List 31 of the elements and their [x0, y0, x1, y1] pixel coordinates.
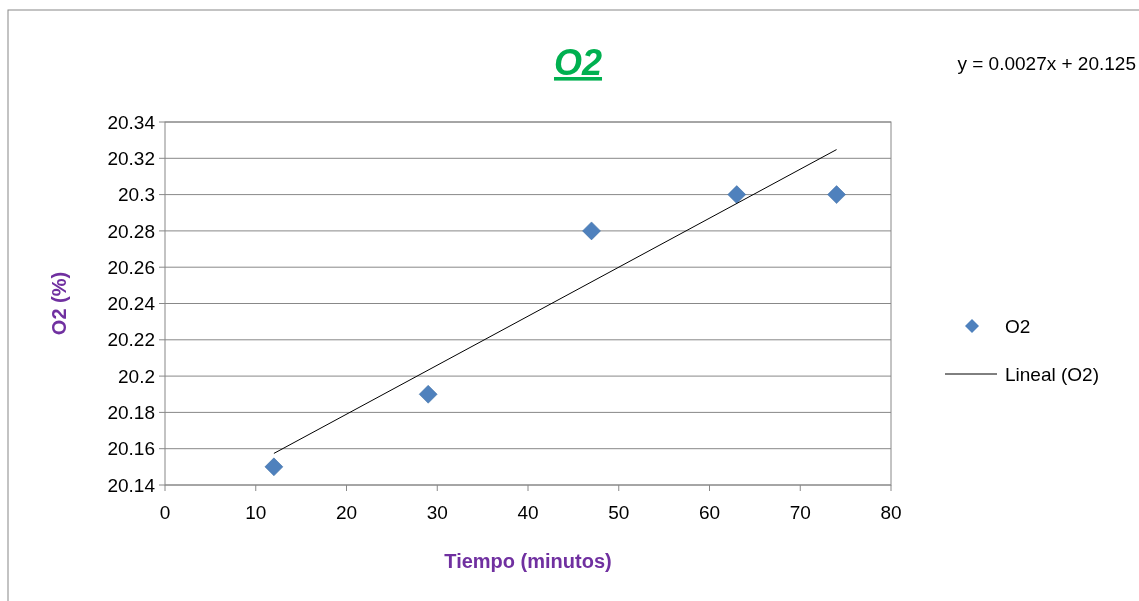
text: y = 0.0027x + 20.125: [957, 53, 1136, 74]
point: [264, 457, 284, 477]
point: [727, 185, 746, 204]
y-tick-label: 20.28: [107, 220, 155, 242]
x-tick-label: 60: [698, 502, 721, 523]
legend-label: O2: [1005, 315, 1031, 337]
x-tick-label: 20: [335, 502, 358, 523]
x-tick-label: 0: [159, 502, 171, 523]
y-tick-label: 20.18: [107, 402, 155, 424]
y-tick-label: 20.22: [107, 329, 155, 351]
x-axis-title: Tiempo (minutos): [444, 550, 612, 572]
y-tick-label: 20.34: [107, 111, 156, 133]
legend-label: Lineal (O2): [1005, 363, 1099, 385]
y-tick-label: 20.3: [118, 184, 155, 206]
point: [418, 385, 438, 404]
x-tick-label: 40: [517, 502, 539, 523]
x-tick-label: 50: [608, 502, 630, 523]
y-axis-title: O2 (%): [48, 271, 70, 336]
point: [827, 185, 846, 204]
x-tick-label: 70: [789, 502, 811, 523]
y-tick-label: 20.26: [107, 256, 155, 278]
y-tick-label: 20.16: [107, 438, 155, 460]
x-tick-label: 10: [245, 502, 267, 523]
y-tick-label: 20.32: [107, 147, 155, 169]
y-tick-label: 20.2: [118, 365, 155, 387]
point: [582, 221, 601, 241]
x-tick-label: 80: [880, 502, 902, 523]
x-tick-label: 30: [426, 502, 448, 523]
y-tick-label: 20.14: [107, 474, 156, 496]
y-tick-label: 20.24: [107, 293, 156, 315]
chart-title: O2: [553, 42, 603, 83]
